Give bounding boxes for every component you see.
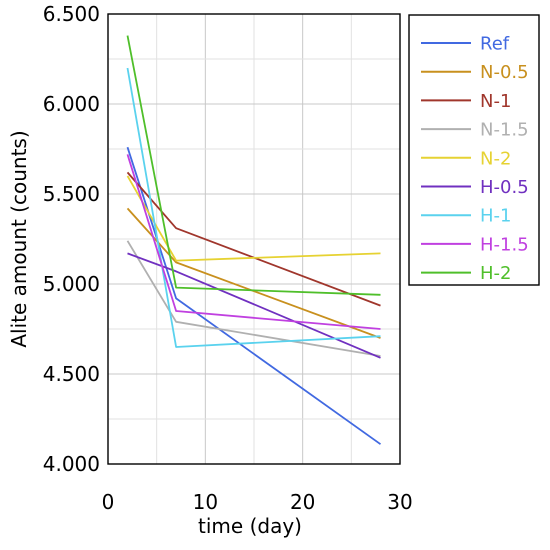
y-tick-label: 4.500 [43,362,100,386]
series-line-h-2 [126,35,381,296]
x-tick-label: 0 [102,490,115,514]
legend-box [408,14,540,286]
series-line-h-1 [126,67,381,348]
legend-entries: Ref N-0.5 N-1 N-1.5 N-2 H-0.5 H-1 H-1.5 H-2 [421,34,529,284]
y-tick-label: 5.000 [43,272,100,296]
x-tick-labels: 0 10 20 30 [102,490,413,514]
x-axis-title: time (day) [198,514,302,538]
legend-label: N-2 [480,148,511,169]
y-tick-label: 4.000 [43,452,100,476]
legend-label: H-1.5 [480,234,529,255]
legend-label: N-1 [480,91,511,112]
legend-label: H-1 [480,206,511,227]
legend-label: N-0.5 [480,62,529,83]
legend: Ref N-0.5 N-1 N-1.5 N-2 H-0.5 H-1 H-1.5 H-2 [408,14,540,286]
y-tick-label: 6.500 [43,2,100,26]
y-tick-labels: 4.000 4.500 5.000 5.500 6.000 6.500 [43,2,100,476]
legend-label: N-1.5 [480,120,529,141]
series-line-ref [126,146,382,445]
y-tick-label: 6.000 [43,92,100,116]
legend-label: H-2 [480,263,511,284]
y-tick-label: 5.500 [43,182,100,206]
plot-frame [107,13,401,465]
legend-label: H-0.5 [480,177,529,198]
x-tick-label: 10 [193,490,218,514]
legend-label: Ref [480,34,510,55]
x-tick-label: 20 [290,490,315,514]
x-tick-label: 30 [387,490,412,514]
series-line-n-1-5 [126,240,381,357]
y-axis-title: Alite amount (counts) [7,130,31,347]
series-lines [126,35,382,445]
series-line-h-0-5 [127,252,381,359]
series-line-n-1 [126,171,381,307]
series-line-h-1-5 [126,154,381,330]
series-line-n-0-5 [126,207,381,339]
